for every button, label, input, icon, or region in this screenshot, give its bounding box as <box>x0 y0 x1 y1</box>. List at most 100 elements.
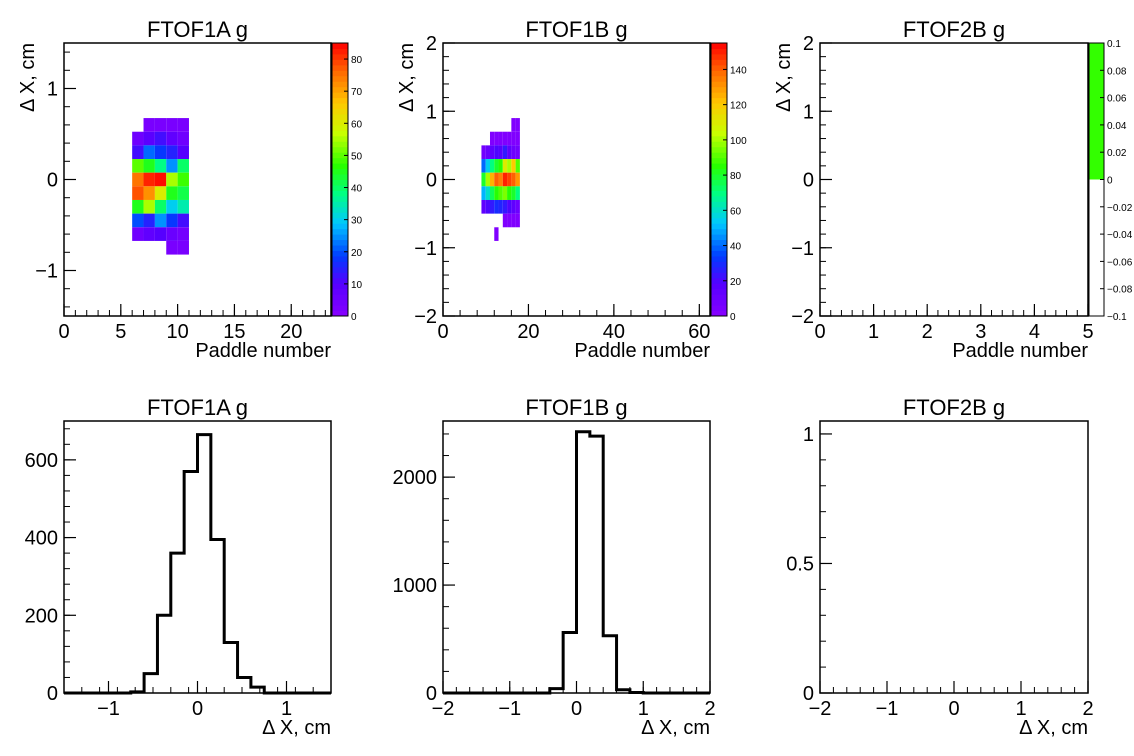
heatmap-cell <box>515 131 520 146</box>
color-bar-label: 70 <box>351 87 363 98</box>
heatmap-cell <box>132 131 144 146</box>
ftof1b-2d-panel: FTOF1B g 0 20 40 60 −2 −1 0 1 2 Paddle number Δ X, … <box>396 17 747 362</box>
color-bar-label: −0.02 <box>1107 203 1133 214</box>
chart-title: FTOF1A g <box>147 17 248 42</box>
heatmap-cell <box>507 172 512 187</box>
heatmap-cell <box>166 199 178 214</box>
heatmap-cell <box>143 199 155 214</box>
heatmap-cell <box>143 118 155 132</box>
color-bar-label: −0.04 <box>1107 230 1133 241</box>
y-tick-label: 1 <box>803 424 814 446</box>
heatmap-cell <box>143 213 155 228</box>
color-bar-segment <box>332 146 348 153</box>
color-bar-segment <box>711 124 727 131</box>
color-bar-segment <box>332 184 348 191</box>
x-tick-label: −1 <box>97 698 120 720</box>
color-bar-segment <box>332 86 348 93</box>
color-bar-segment <box>711 168 727 175</box>
color-bar-segment <box>332 294 348 301</box>
heatmap-cell <box>515 172 520 187</box>
color-bar-segment <box>332 75 348 82</box>
heatmap-cell <box>489 145 495 160</box>
histogram-bin <box>577 432 590 693</box>
x-tick-label: 0 <box>814 321 825 343</box>
color-bar: 0.1 0.08 0.06 0.04 0.02 0 −0.02 −0.04 −0.06 −0.08… <box>1088 39 1133 323</box>
heatmap-cell <box>502 159 508 173</box>
heatmap-cell <box>132 213 144 228</box>
color-bar-segment <box>332 288 348 295</box>
heatmap-cell <box>177 227 189 241</box>
y-axis-label: Δ X, cm <box>17 43 39 112</box>
heatmap-cell <box>481 159 486 173</box>
ftof2b-1d-panel: FTOF2B g−2 −1 0 1 200.51Δ X, cm <box>786 395 1093 739</box>
color-bar-segment <box>711 130 727 137</box>
heatmap-cell <box>498 186 503 200</box>
color-bar-segment <box>332 168 348 175</box>
heatmap-cell <box>154 145 167 160</box>
color-bar-segment <box>711 201 727 208</box>
color-bar-label: 20 <box>351 248 363 259</box>
color-bar-segment <box>332 113 348 120</box>
heatmap-cell <box>515 159 520 173</box>
heatmap-cell <box>166 118 178 132</box>
histogram-bin <box>157 615 170 693</box>
x-tick-label: 0 <box>571 698 582 720</box>
heatmap-cell <box>154 131 167 146</box>
color-bar-segment <box>332 152 348 159</box>
histogram-bin <box>603 636 616 693</box>
color-bar-label: 0.04 <box>1107 121 1127 132</box>
heatmap-cell <box>166 159 178 173</box>
y-tick-label: 0 <box>426 170 437 192</box>
ftof2b-2d-panel: FTOF2B g 0 1 2 3 4 5 −2 −1 0 1 2 Paddle number Δ X, c… <box>773 17 1133 362</box>
heatmap-cell <box>507 145 512 160</box>
heatmap-cell <box>154 213 167 228</box>
color-bar-segment <box>332 157 348 164</box>
color-bar: 0 10 20 30 40 50 60 70 80 <box>331 42 363 323</box>
y-tick-label: 0 <box>426 683 437 705</box>
color-bar-segment <box>332 228 348 235</box>
color-bar-segment <box>711 53 727 60</box>
color-bar-segment <box>711 217 727 224</box>
heatmap-cell <box>177 186 189 200</box>
y-tick-label: 400 <box>25 528 58 550</box>
color-bar-label: 30 <box>351 216 363 227</box>
color-bar-segment <box>711 266 727 273</box>
color-bar-segment <box>332 217 348 224</box>
heatmap-cell <box>494 172 499 187</box>
color-bar-segment <box>711 141 727 148</box>
heatmap-cell <box>515 213 520 228</box>
histogram-bin <box>198 435 211 693</box>
color-bar-segment <box>711 163 727 170</box>
y-tick-label: 2 <box>803 33 814 55</box>
x-tick-label: 1 <box>638 698 649 720</box>
color-bar-segment <box>332 119 348 126</box>
y-axis-label: Δ X, cm <box>396 43 418 112</box>
color-bar-segment <box>711 272 727 279</box>
heatmap-cell <box>143 145 155 160</box>
color-bar-label: 40 <box>351 184 363 195</box>
color-bar-frame <box>710 42 728 317</box>
heatmap-cell <box>502 145 508 160</box>
heatmap-cell <box>511 131 516 146</box>
heatmap-cell <box>166 186 178 200</box>
color-bar-segment <box>332 53 348 60</box>
heatmap-cell <box>166 145 178 160</box>
color-bar-label: 100 <box>730 136 747 147</box>
color-bar-segment <box>711 113 727 120</box>
heatmap-cell <box>511 199 516 214</box>
heatmap-cell <box>485 172 490 187</box>
y-tick-label: 0.5 <box>786 553 814 575</box>
color-bar-segment <box>711 283 727 290</box>
heatmap-cell <box>177 240 189 255</box>
color-bar-label: 60 <box>730 206 742 217</box>
color-bar-segment <box>332 272 348 279</box>
heatmap-cell <box>494 145 499 160</box>
heatmap-cell <box>507 159 512 173</box>
x-tick-label: 2 <box>1082 698 1093 720</box>
color-bar-segment <box>332 245 348 251</box>
color-bar-segment <box>711 75 727 82</box>
heatmap-cell <box>498 199 503 214</box>
color-bar-segment <box>711 108 727 115</box>
color-bar-label: −0.1 <box>1107 312 1127 323</box>
